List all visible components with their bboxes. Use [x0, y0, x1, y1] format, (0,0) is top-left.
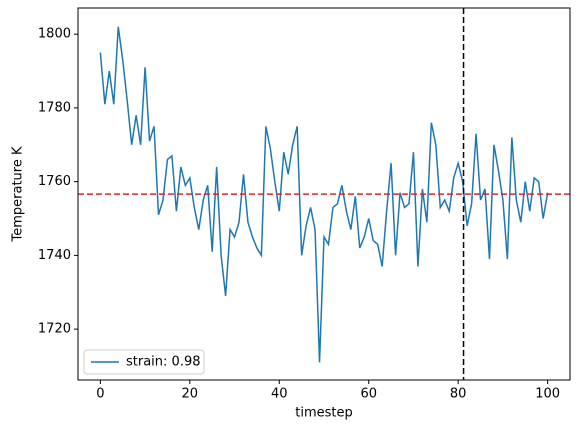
x-tick-label: 60: [360, 387, 377, 402]
y-tick-label: 1720: [38, 322, 71, 337]
x-tick-label: 100: [535, 387, 560, 402]
legend-box: [83, 349, 205, 375]
y-tick-label: 1780: [38, 100, 71, 115]
y-tick-label: 1740: [38, 248, 71, 263]
x-tick-label: 40: [271, 387, 288, 402]
legend-label: strain: 0.98: [126, 355, 201, 370]
y-tick-label: 1800: [38, 27, 71, 42]
x-axis-label: timestep: [295, 406, 353, 421]
x-tick-label: 80: [450, 387, 467, 402]
plot-frame: [77, 7, 571, 381]
line-series: [99, 26, 549, 363]
y-tick-label: 1760: [38, 174, 71, 189]
y-axis-label: Temperature K: [11, 146, 26, 242]
x-tick-label: 20: [182, 387, 199, 402]
x-tick-label: 0: [96, 387, 104, 402]
